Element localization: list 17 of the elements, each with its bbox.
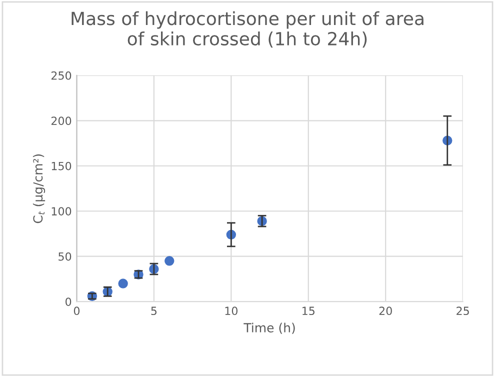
chart-title: Mass of hydrocortisone per unit of area of skin crossed (1h to 24h)	[72, 11, 424, 48]
y-tick-label: 150	[52, 162, 72, 170]
x-tick-label: 15	[302, 306, 314, 316]
x-tick-label: 0	[74, 306, 80, 316]
y-axis-title: C$_{t}$ (µg/cm²)	[32, 154, 46, 224]
point	[164, 256, 174, 266]
x-tick-label: 25	[456, 306, 469, 316]
y-tick-label: 250	[51, 71, 72, 80]
point	[118, 278, 128, 288]
x-axis-title: Time (h)	[244, 322, 295, 334]
y-tick-label: 200	[51, 116, 72, 126]
y-tick-label: 100	[52, 207, 72, 216]
y-tick-label: 0	[66, 298, 72, 306]
x-tick-label: 20	[379, 306, 392, 316]
y-tick-label: 50	[58, 252, 72, 261]
x-tick-label: 5	[151, 306, 157, 316]
x-tick-label: 10	[225, 306, 238, 316]
